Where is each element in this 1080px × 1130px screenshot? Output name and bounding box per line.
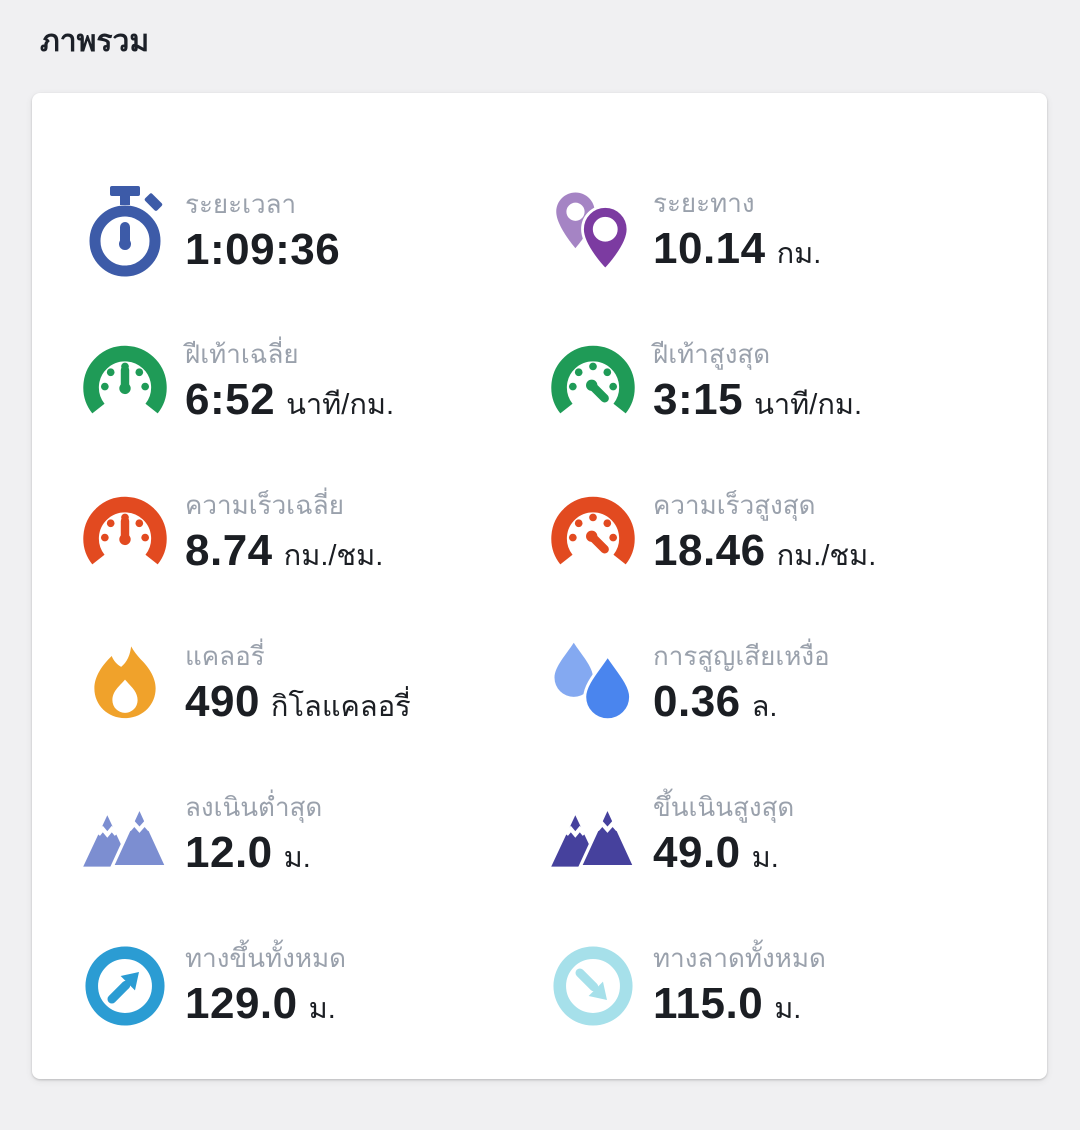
stat-text: ขึ้นเนินสูงสุด 49.0 ม. — [653, 789, 794, 880]
gauge-max-icon — [551, 496, 635, 564]
stat-icon-box — [77, 634, 173, 734]
mountains-icon — [551, 803, 638, 869]
stat-label: ระยะทาง — [653, 188, 755, 218]
stat-value-line: 8.74 กม./ชม. — [185, 525, 383, 578]
stat-min-descent: ลงเนินต่ำสุด 12.0 ม. — [77, 759, 545, 910]
stat-icon-box — [545, 785, 641, 885]
stat-value: 490 — [185, 677, 260, 726]
stat-icon-box — [77, 785, 173, 885]
stat-avg-pace: ฝีเท้าเฉลี่ย 6:52 นาที/กม. — [77, 306, 545, 457]
stat-max-speed: ความเร็วสูงสุด 18.46 กม./ชม. — [545, 457, 1031, 608]
stat-icon-box — [545, 634, 641, 734]
stat-text: ฝีเท้าสูงสุด 3:15 นาที/กม. — [653, 336, 862, 427]
map-pins-icon — [556, 192, 630, 271]
stat-text: การสูญเสียเหงื่อ 0.36 ล. — [653, 638, 830, 729]
stat-duration: ระยะเวลา 1:09:36 — [77, 155, 545, 306]
water-drops-icon — [554, 642, 633, 721]
flame-icon — [94, 645, 156, 718]
stat-max-ascent: ขึ้นเนินสูงสุด 49.0 ม. — [545, 759, 1031, 910]
mountains-icon — [83, 803, 170, 869]
stat-value-line: 6:52 นาที/กม. — [185, 374, 394, 427]
stat-text: ความเร็วเฉลี่ย 8.74 กม./ชม. — [185, 487, 383, 578]
stat-value-line: 0.36 ล. — [653, 676, 830, 729]
stat-icon-box — [77, 332, 173, 432]
stat-unit: ม. — [774, 993, 802, 1025]
stat-value-line: 49.0 ม. — [653, 827, 794, 880]
stat-label: ทางขึ้นทั้งหมด — [185, 943, 346, 973]
stat-text: ความเร็วสูงสุด 18.46 กม./ชม. — [653, 487, 876, 578]
stat-sweat-loss: การสูญเสียเหงื่อ 0.36 ล. — [545, 608, 1031, 759]
stat-text: ลงเนินต่ำสุด 12.0 ม. — [185, 789, 322, 880]
stat-value: 1:09:36 — [185, 224, 341, 274]
stat-unit: นาที/กม. — [754, 389, 863, 421]
stat-unit: ม. — [308, 993, 336, 1025]
arrow-up-right-circle-icon — [85, 945, 165, 1026]
stat-total-ascent: ทางขึ้นทั้งหมด 129.0 ม. — [77, 910, 545, 1061]
stopwatch-icon — [89, 185, 163, 276]
stat-value: 3:15 — [653, 375, 744, 424]
page-title: ภาพรวม — [40, 25, 150, 58]
stat-text: ทางลาดทั้งหมด 115.0 ม. — [653, 940, 826, 1031]
stat-value: 129.0 — [185, 979, 298, 1028]
stat-text: ทางขึ้นทั้งหมด 129.0 ม. — [185, 940, 346, 1031]
stat-total-descent: ทางลาดทั้งหมด 115.0 ม. — [545, 910, 1031, 1061]
stat-value-line: 3:15 นาที/กม. — [653, 374, 862, 427]
arrow-down-right-circle-icon — [553, 945, 633, 1026]
stat-unit: นาที/กม. — [286, 389, 395, 421]
stat-icon-box — [545, 181, 641, 281]
stat-value: 115.0 — [653, 979, 764, 1028]
gauge-max-icon — [551, 345, 635, 413]
stat-label: ฝีเท้าเฉลี่ย — [185, 339, 299, 369]
stat-unit: กม. — [776, 238, 822, 270]
stat-value-line: 129.0 ม. — [185, 978, 346, 1031]
stat-value: 10.14 — [653, 224, 766, 273]
stat-value-line: 115.0 ม. — [653, 978, 826, 1031]
stat-value: 49.0 — [653, 828, 741, 877]
stat-icon-box — [545, 483, 641, 583]
stat-text: ฝีเท้าเฉลี่ย 6:52 นาที/กม. — [185, 336, 394, 427]
overview-card: ระยะเวลา 1:09:36 ระยะทาง 10.14 กม. — [32, 93, 1047, 1079]
stat-max-pace: ฝีเท้าสูงสุด 3:15 นาที/กม. — [545, 306, 1031, 457]
stat-value-line: 10.14 กม. — [653, 223, 821, 276]
stat-unit: กิโลแคลอรี่ — [270, 691, 411, 723]
stat-label: ฝีเท้าสูงสุด — [653, 339, 771, 369]
stat-text: แคลอรี่ 490 กิโลแคลอรี่ — [185, 638, 411, 729]
stat-unit: กม./ชม. — [283, 540, 384, 572]
stat-label: ความเร็วสูงสุด — [653, 490, 816, 520]
stat-unit: ม. — [283, 842, 311, 874]
stat-icon-box — [545, 936, 641, 1036]
stat-label: ขึ้นเนินสูงสุด — [653, 792, 795, 822]
stat-label: แคลอรี่ — [185, 641, 265, 671]
stat-label: ทางลาดทั้งหมด — [653, 943, 826, 973]
stat-label: ระยะเวลา — [185, 188, 297, 219]
stat-value: 12.0 — [185, 828, 273, 877]
stats-grid: ระยะเวลา 1:09:36 ระยะทาง 10.14 กม. — [32, 93, 1047, 1061]
stat-value-line: 490 กิโลแคลอรี่ — [185, 676, 411, 729]
stat-label: ความเร็วเฉลี่ย — [185, 490, 344, 520]
stat-avg-speed: ความเร็วเฉลี่ย 8.74 กม./ชม. — [77, 457, 545, 608]
stat-label: ลงเนินต่ำสุด — [185, 792, 323, 822]
stat-icon-box — [77, 936, 173, 1036]
stat-text: ระยะทาง 10.14 กม. — [653, 185, 821, 276]
stat-text: ระยะเวลา 1:09:36 — [185, 186, 340, 276]
stat-value-line: 18.46 กม./ชม. — [653, 525, 876, 578]
stat-value: 6:52 — [185, 375, 276, 424]
stat-value: 18.46 — [653, 526, 766, 575]
stat-unit: ล. — [751, 691, 778, 723]
stat-value: 0.36 — [653, 677, 741, 726]
stat-icon-box — [545, 332, 641, 432]
stat-unit: ม. — [751, 842, 779, 874]
stat-icon-box — [77, 483, 173, 583]
gauge-avg-icon — [83, 496, 167, 564]
stat-icon-box — [77, 181, 173, 281]
stat-distance: ระยะทาง 10.14 กม. — [545, 155, 1031, 306]
stat-value: 8.74 — [185, 526, 273, 575]
gauge-avg-icon — [83, 345, 167, 413]
stat-label: การสูญเสียเหงื่อ — [653, 641, 830, 671]
stat-calories: แคลอรี่ 490 กิโลแคลอรี่ — [77, 608, 545, 759]
stat-value-line: 12.0 ม. — [185, 827, 322, 880]
stat-value-line: 1:09:36 — [185, 224, 340, 276]
stat-unit: กม./ชม. — [776, 540, 877, 572]
